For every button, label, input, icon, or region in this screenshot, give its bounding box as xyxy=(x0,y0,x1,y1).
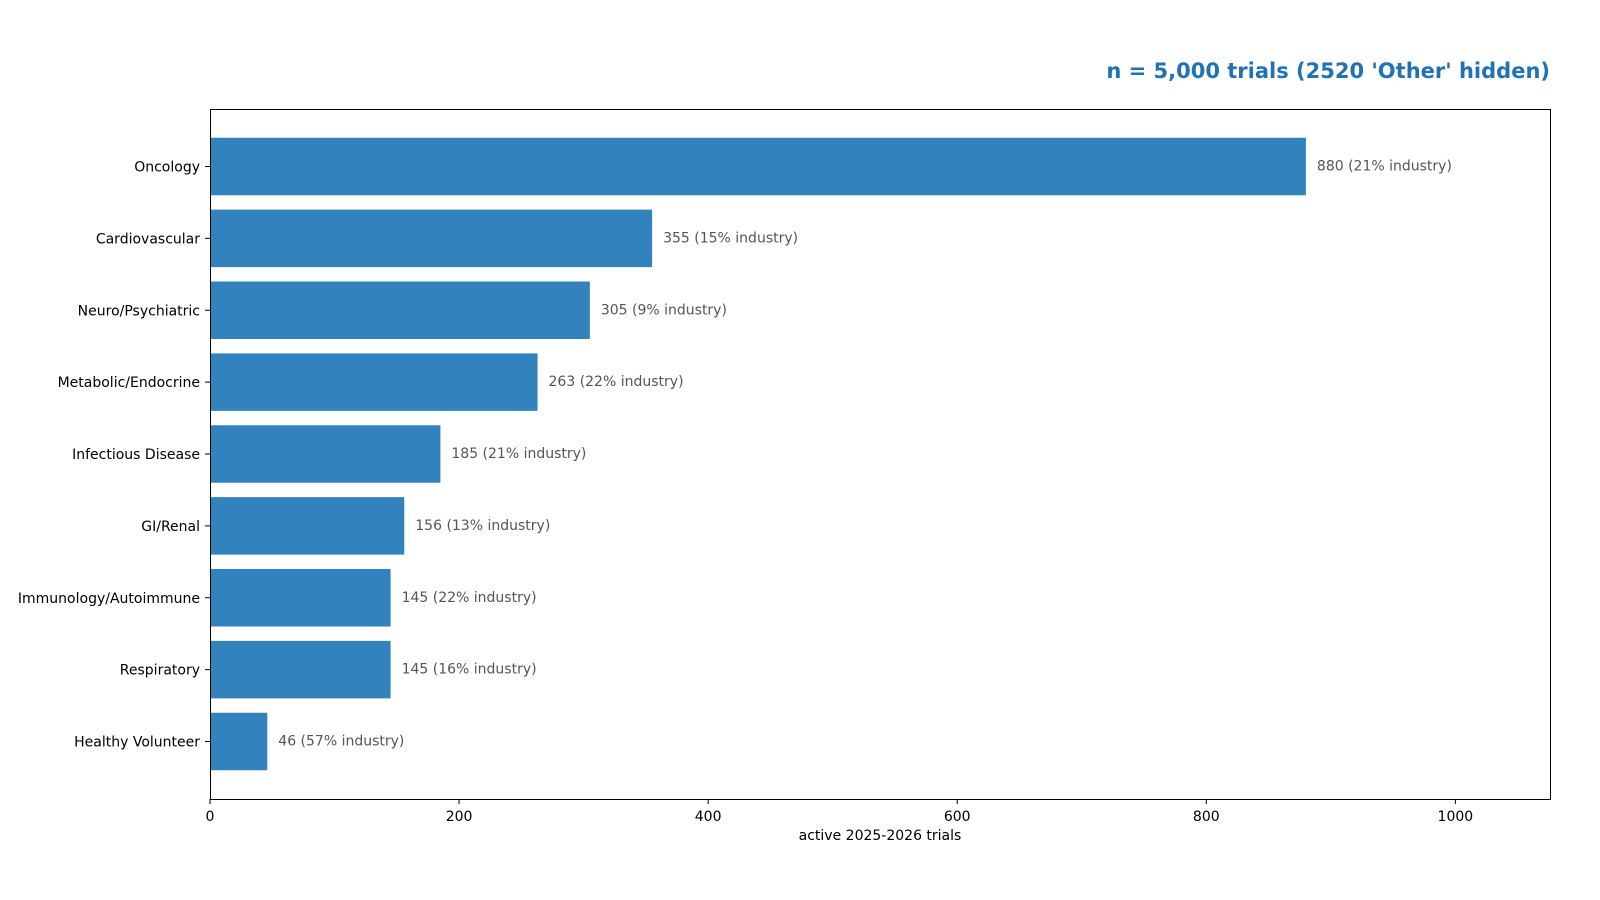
bar xyxy=(210,712,268,771)
x-tick-label: 400 xyxy=(695,809,722,825)
category-labels: Oncology Cardiovascular Neuro/Psychiatric M… xyxy=(18,160,210,751)
y-tick-label: GI/Renal xyxy=(141,519,200,535)
bar xyxy=(210,425,441,483)
y-tick-label: Healthy Volunteer xyxy=(74,735,200,751)
y-tick-label: Immunology/Autoimmune xyxy=(18,591,200,607)
bar xyxy=(210,353,538,411)
data-label: 156 (13% industry) xyxy=(415,518,550,534)
chart-title: n = 5,000 trials (2520 'Other' hidden) xyxy=(1106,59,1550,83)
y-tick-label: Metabolic/Endocrine xyxy=(58,375,200,391)
bar xyxy=(210,281,590,339)
x-tick-label: 1000 xyxy=(1438,809,1474,825)
y-tick-label: Oncology xyxy=(134,160,200,176)
bar xyxy=(210,497,405,555)
x-tick-label: 200 xyxy=(446,809,473,825)
data-labels: 880 (21% industry) 355 (15% industry) 305 … xyxy=(278,159,1452,750)
y-tick-label: Cardiovascular xyxy=(96,231,200,247)
data-label: 145 (16% industry) xyxy=(402,662,537,678)
data-label: 46 (57% industry) xyxy=(278,734,404,750)
x-axis-ticks: 0 200 400 600 800 1000 xyxy=(206,799,1474,825)
y-tick-label: Neuro/Psychiatric xyxy=(78,303,200,319)
y-tick-label: Infectious Disease xyxy=(72,447,200,463)
data-label: 185 (21% industry) xyxy=(451,446,586,462)
x-tick-label: 0 xyxy=(206,809,215,825)
y-tick-label: Respiratory xyxy=(120,663,200,679)
x-tick-label: 600 xyxy=(944,809,971,825)
bar xyxy=(210,640,391,699)
x-tick-label: 800 xyxy=(1193,809,1220,825)
data-label: 305 (9% industry) xyxy=(601,302,727,318)
data-label: 880 (21% industry) xyxy=(1317,159,1452,175)
x-axis-title: active 2025-2026 trials xyxy=(799,828,962,844)
data-label: 355 (15% industry) xyxy=(663,230,798,246)
bar xyxy=(210,137,1306,196)
plot-frame xyxy=(210,109,1551,800)
bar xyxy=(210,569,391,627)
data-label: 145 (22% industry) xyxy=(402,590,537,606)
bars-group xyxy=(210,137,1306,771)
data-label: 263 (22% industry) xyxy=(549,374,684,390)
bar xyxy=(210,209,653,268)
